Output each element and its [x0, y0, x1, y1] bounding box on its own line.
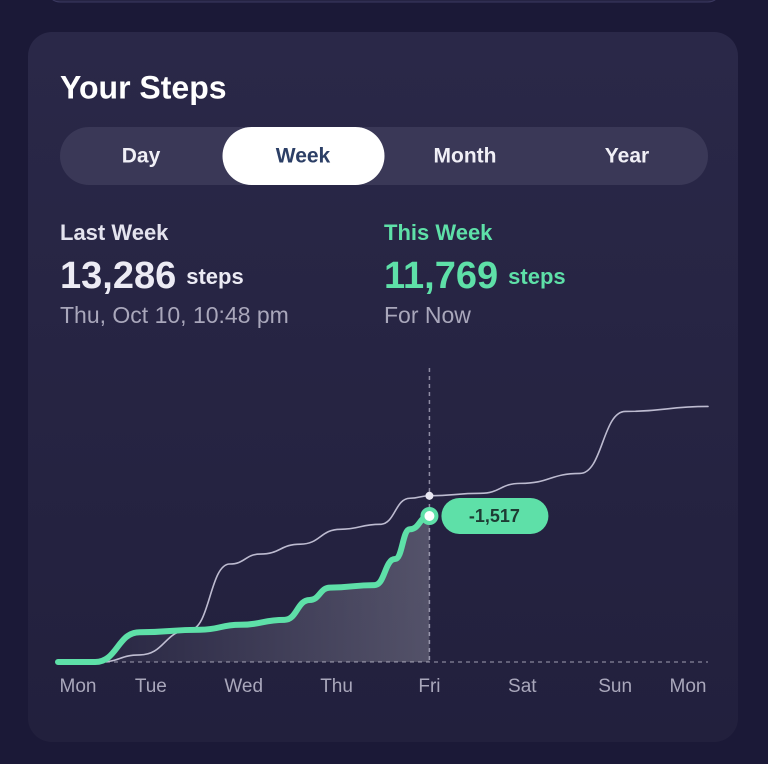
last-value: 13,286 steps — [60, 255, 244, 297]
title: Your Steps — [60, 69, 227, 105]
current-note: For Now — [384, 302, 471, 328]
tab[interactable]: Year — [605, 145, 649, 168]
card — [28, 32, 738, 742]
current-label: This Week — [384, 220, 493, 245]
x-tick-label: Wed — [224, 676, 263, 697]
tab-selected — [222, 127, 385, 185]
x-tick-label: Tue — [135, 676, 167, 697]
tab[interactable]: Week — [276, 145, 331, 168]
annotation: -1,517 — [469, 506, 520, 526]
tab[interactable]: Month — [434, 145, 497, 168]
line — [55, 513, 433, 665]
x-tick-label: Sat — [508, 676, 537, 697]
point — [420, 507, 439, 526]
x-tick-label: Sun — [598, 676, 632, 697]
last-label: Last Week — [60, 220, 169, 245]
x-tick-label: Fri — [418, 676, 440, 697]
tab[interactable]: Day — [122, 145, 161, 168]
point — [425, 491, 434, 500]
area — [58, 516, 430, 662]
previous-card — [52, 0, 716, 3]
current-value: 11,769 steps — [384, 255, 566, 297]
x-tick-label: Mon — [60, 676, 97, 697]
annotation-pill — [441, 498, 549, 535]
x-tick-label: Thu — [320, 676, 353, 697]
x-tick-label: Mon — [670, 676, 707, 697]
last-note: Thu, Oct 10, 10:48 pm — [60, 302, 289, 328]
